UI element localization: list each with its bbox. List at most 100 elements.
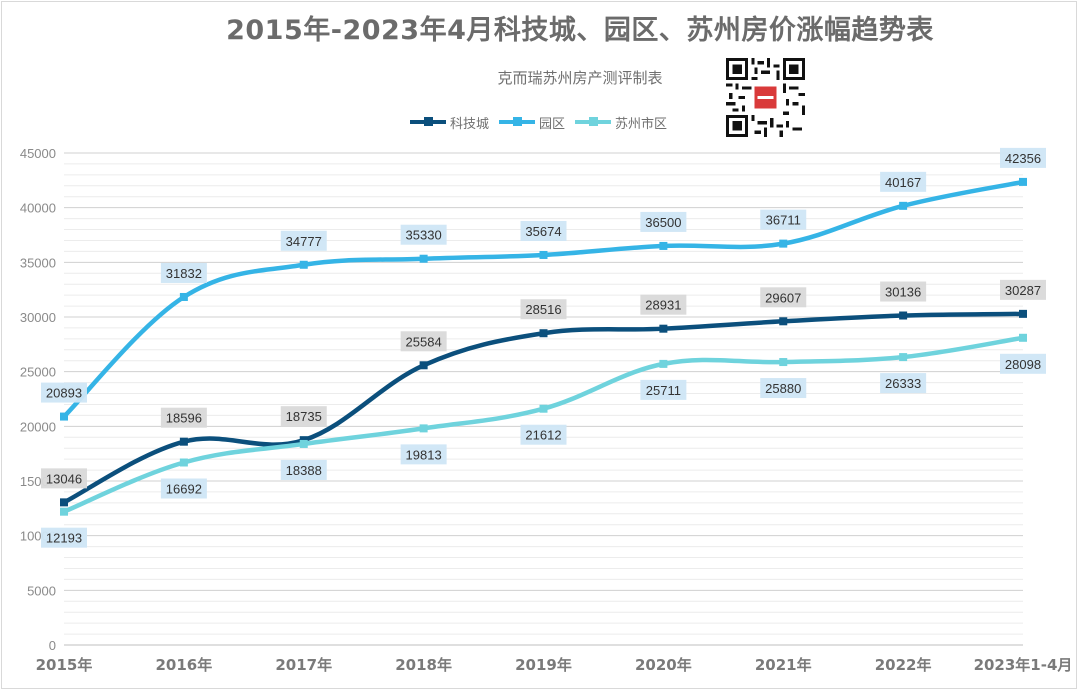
data-label-box <box>1000 353 1046 374</box>
data-label: 42356 <box>1005 151 1041 166</box>
data-point <box>659 241 668 250</box>
data-label-box <box>41 468 87 489</box>
data-point <box>659 359 668 368</box>
data-label-box <box>41 527 87 548</box>
data-label: 16692 <box>166 482 202 497</box>
data-point <box>60 498 68 507</box>
data-label-box <box>520 299 567 320</box>
x-tick-label: 2021年 <box>755 656 812 674</box>
data-point <box>60 412 68 421</box>
data-point <box>1019 309 1027 318</box>
data-label-box <box>760 287 807 308</box>
data-label-box <box>1000 147 1046 168</box>
qr-code-icon <box>726 58 805 137</box>
data-point <box>539 404 548 413</box>
data-label-box <box>160 478 207 499</box>
x-tick-label: 2017年 <box>275 656 332 674</box>
series-lines <box>60 177 1027 516</box>
data-label-box <box>640 294 687 315</box>
data-label: 35330 <box>406 228 442 243</box>
legend-label-yuanqu: 园区 <box>539 116 566 132</box>
data-label-box <box>1000 279 1046 300</box>
data-point <box>539 329 548 338</box>
data-point <box>299 260 308 269</box>
data-label: 25711 <box>646 383 681 398</box>
legend-item-kejicheng: 科技城 <box>410 113 489 132</box>
legend: 科技城 园区 苏州市区 <box>410 112 667 132</box>
data-label-box <box>520 220 567 241</box>
legend-swatch-kejicheng <box>410 117 446 126</box>
x-tick-label: 2019年 <box>515 656 572 674</box>
y-tick-label: 25000 <box>20 365 56 380</box>
legend-label-shiqu: 苏州市区 <box>615 116 668 132</box>
x-tick-label: 2015年 <box>36 656 93 674</box>
data-label: 25584 <box>406 334 442 349</box>
legend-label-kejicheng: 科技城 <box>450 116 490 132</box>
series-line <box>61 311 1026 505</box>
data-label-box <box>280 459 327 480</box>
chart-title: 2015年-2023年4月科技城、园区、苏州房价涨幅趋势表 <box>226 15 934 46</box>
y-tick-label: 45000 <box>20 146 56 161</box>
data-label: 30136 <box>885 285 921 300</box>
y-tick-label: 5000 <box>27 583 56 598</box>
data-label: 19813 <box>406 447 442 462</box>
x-tick-label: 2020年 <box>635 656 692 674</box>
data-point <box>899 201 908 210</box>
data-point <box>779 239 788 248</box>
x-tick-label: 2016年 <box>156 656 213 674</box>
data-label: 18735 <box>286 409 322 424</box>
x-axis: 2015年 2016年 2017年 2018年 2019年 2020年 2021年 2022年… <box>36 656 1073 674</box>
data-label: 13046 <box>46 471 82 486</box>
data-label-box <box>760 209 807 230</box>
data-label-box <box>160 407 207 428</box>
data-label-box <box>41 382 87 403</box>
data-point <box>539 250 548 259</box>
data-label-box <box>880 373 927 394</box>
data-label: 25880 <box>765 381 801 396</box>
x-tick-label: 2023年1-4月 <box>974 656 1073 674</box>
data-label-box <box>280 230 327 251</box>
y-tick-label: 30000 <box>20 310 56 325</box>
data-point <box>179 437 188 446</box>
y-tick-label: 40000 <box>20 201 56 216</box>
data-label-box <box>400 331 447 352</box>
data-label-box <box>640 379 687 400</box>
legend-swatch-shiqu <box>575 117 612 126</box>
data-label: 20893 <box>46 386 82 401</box>
data-label: 36711 <box>766 213 801 228</box>
data-point <box>299 439 308 448</box>
data-point <box>60 507 68 516</box>
data-label-box <box>520 424 567 445</box>
data-label: 28098 <box>1005 357 1041 372</box>
data-point <box>419 361 428 370</box>
data-point <box>659 324 668 333</box>
data-point <box>779 317 788 326</box>
data-label: 26333 <box>885 376 921 391</box>
x-tick-label: 2022年 <box>875 656 932 674</box>
y-tick-label: 0 <box>49 638 56 653</box>
data-label-box <box>760 378 807 399</box>
data-label: 18596 <box>166 411 202 426</box>
data-label-box <box>400 224 447 245</box>
data-label: 29607 <box>765 290 801 305</box>
data-label-box <box>400 444 447 465</box>
data-point <box>899 353 908 362</box>
data-point <box>419 254 428 263</box>
chart-subtitle: 克而瑞苏州房产测评制表 <box>497 69 663 87</box>
data-label: 36500 <box>645 215 681 230</box>
data-labels: 13046 18596 18735 25584 28516 28931 29607 30136… <box>41 147 1046 548</box>
data-label-box <box>880 281 927 302</box>
data-point <box>1019 333 1027 342</box>
data-label: 40167 <box>885 175 921 190</box>
legend-swatch-yuanqu <box>499 117 536 126</box>
x-tick-label: 2018年 <box>395 656 452 674</box>
data-label: 28931 <box>645 298 681 313</box>
y-tick-label: 35000 <box>20 255 56 270</box>
data-point <box>779 358 788 367</box>
data-label: 21612 <box>525 428 561 443</box>
legend-item-shiqu: 苏州市区 <box>575 113 667 132</box>
data-label: 35674 <box>525 224 561 239</box>
data-label: 18388 <box>286 463 322 478</box>
